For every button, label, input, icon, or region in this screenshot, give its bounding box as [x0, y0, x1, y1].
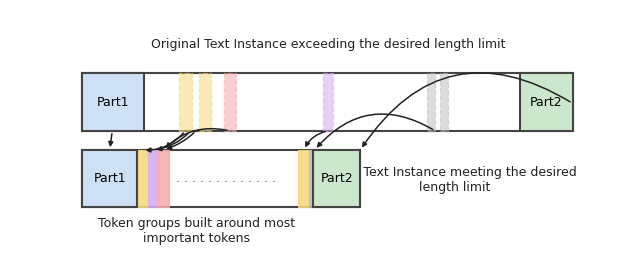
- Bar: [83, 150, 360, 207]
- Bar: [428, 73, 435, 131]
- Bar: [148, 150, 158, 207]
- Bar: [309, 150, 316, 207]
- Bar: [520, 73, 573, 131]
- Text: Part1: Part1: [93, 172, 126, 185]
- Bar: [313, 150, 360, 207]
- Bar: [440, 73, 447, 131]
- Text: Part2: Part2: [321, 172, 353, 185]
- Bar: [158, 150, 169, 207]
- Bar: [298, 150, 309, 207]
- Bar: [83, 73, 573, 131]
- Text: New Text Instance meeting the desired
length limit: New Text Instance meeting the desired le…: [332, 166, 577, 194]
- Text: . . . . . . . . . . . . .: . . . . . . . . . . . . .: [177, 172, 276, 185]
- Bar: [137, 150, 148, 207]
- Bar: [199, 73, 211, 131]
- Bar: [83, 150, 137, 207]
- Bar: [224, 73, 236, 131]
- Text: Part1: Part1: [97, 96, 130, 109]
- Bar: [179, 73, 191, 131]
- Bar: [83, 73, 145, 131]
- Bar: [323, 73, 333, 131]
- Text: Part2: Part2: [530, 96, 563, 109]
- Text: Token groups built around most
important tokens: Token groups built around most important…: [98, 217, 295, 245]
- Text: Original Text Instance exceeding the desired length limit: Original Text Instance exceeding the des…: [151, 38, 505, 51]
